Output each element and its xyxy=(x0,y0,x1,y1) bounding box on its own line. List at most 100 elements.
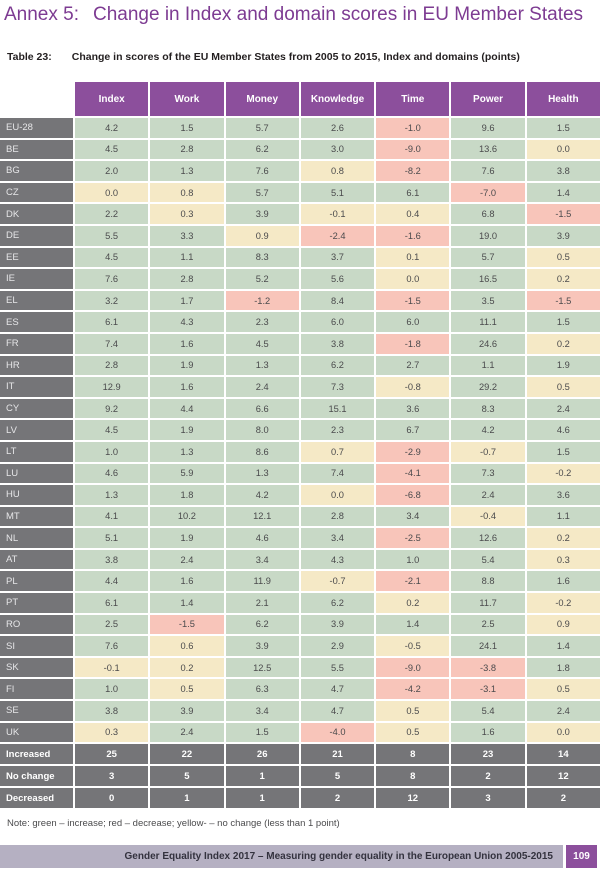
row-label: AT xyxy=(0,549,73,570)
score-cell: 0.7 xyxy=(300,441,375,462)
score-cell: 3.9 xyxy=(150,701,224,721)
score-cell: 0.0 xyxy=(376,269,450,289)
score-cell: 1.8 xyxy=(150,485,224,505)
score-cell: -4.2 xyxy=(376,679,450,700)
score-cell: 11.9 xyxy=(225,571,299,592)
row-label: IT xyxy=(0,377,73,397)
score-cell: 8.8 xyxy=(451,571,525,592)
score-cell: 2.4 xyxy=(150,549,224,570)
score-cell: 2.4 xyxy=(225,377,299,397)
summary-cell: 1 xyxy=(150,788,224,809)
score-cell: 0.1 xyxy=(376,247,450,268)
score-cell: 3.3 xyxy=(150,225,224,246)
score-cell: 4.1 xyxy=(75,506,149,527)
row-label: UK xyxy=(0,722,73,743)
score-cell: 1.3 xyxy=(225,355,299,376)
column-header: Knowledge xyxy=(300,82,375,116)
score-cell: 2.1 xyxy=(225,593,299,613)
score-cell: 0.0 xyxy=(526,139,600,160)
score-cell: 7.4 xyxy=(300,463,375,484)
score-cell: 8.3 xyxy=(451,398,525,419)
score-cell: 4.5 xyxy=(225,333,299,354)
score-cell: 6.8 xyxy=(451,204,525,224)
summary-cell: 1 xyxy=(225,766,299,787)
score-cell: 0.5 xyxy=(150,679,224,700)
score-cell: 5.1 xyxy=(300,182,375,203)
score-cell: 0.2 xyxy=(526,333,600,354)
score-cell: -3.1 xyxy=(451,679,525,700)
score-cell: 2.8 xyxy=(150,269,224,289)
score-cell: 2.6 xyxy=(300,118,375,138)
score-cell: 6.2 xyxy=(300,355,375,376)
footer-text: Gender Equality Index 2017 – Measuring g… xyxy=(124,851,553,862)
row-label: NL xyxy=(0,528,73,548)
score-cell: -4.1 xyxy=(376,463,450,484)
score-cell: 6.1 xyxy=(75,312,149,332)
score-table: Index Work Money Knowledge Time Power Health EU… xyxy=(0,82,600,809)
row-label: FI xyxy=(0,679,73,700)
score-cell: 8.4 xyxy=(300,290,375,311)
score-cell: 1.3 xyxy=(150,161,224,181)
score-cell: 8.0 xyxy=(225,420,299,440)
score-cell: 0.2 xyxy=(150,657,224,678)
score-cell: 2.0 xyxy=(75,161,149,181)
score-cell: 1.5 xyxy=(225,722,299,743)
score-cell: 0.6 xyxy=(150,636,224,656)
score-cell: 1.3 xyxy=(150,441,224,462)
score-cell: 1.5 xyxy=(150,118,224,138)
score-cell: 2.4 xyxy=(526,701,600,721)
summary-cell: 22 xyxy=(150,744,224,765)
score-cell: -9.0 xyxy=(376,657,450,678)
score-cell: 3.4 xyxy=(300,528,375,548)
row-label: LU xyxy=(0,463,73,484)
score-cell: -1.8 xyxy=(376,333,450,354)
score-cell: 0.5 xyxy=(376,701,450,721)
score-cell: 2.3 xyxy=(225,312,299,332)
row-label: HU xyxy=(0,485,73,505)
score-cell: 5.9 xyxy=(150,463,224,484)
score-cell: 3.9 xyxy=(225,636,299,656)
row-label: DE xyxy=(0,225,73,246)
score-cell: 0.3 xyxy=(75,722,149,743)
score-cell: 3.7 xyxy=(300,247,375,268)
score-cell: 12.1 xyxy=(225,506,299,527)
score-cell: 24.6 xyxy=(451,333,525,354)
score-cell: -4.0 xyxy=(300,722,375,743)
score-cell: 9.6 xyxy=(451,118,525,138)
table-caption-label: Table 23: xyxy=(7,51,52,63)
score-cell: 12.5 xyxy=(225,657,299,678)
score-cell: 12.9 xyxy=(75,377,149,397)
score-cell: 1.4 xyxy=(150,593,224,613)
summary-cell: 3 xyxy=(451,788,525,809)
score-cell: -2.9 xyxy=(376,441,450,462)
row-label: SI xyxy=(0,636,73,656)
score-cell: 0.3 xyxy=(526,549,600,570)
score-cell: -0.2 xyxy=(526,463,600,484)
score-cell: -0.8 xyxy=(376,377,450,397)
score-cell: 15.1 xyxy=(300,398,375,419)
score-cell: 2.8 xyxy=(150,139,224,160)
score-cell: 19.0 xyxy=(451,225,525,246)
score-cell: 6.0 xyxy=(376,312,450,332)
score-cell: 0.0 xyxy=(75,182,149,203)
score-cell: 5.5 xyxy=(75,225,149,246)
summary-cell: 25 xyxy=(75,744,149,765)
score-cell: 5.7 xyxy=(225,182,299,203)
score-cell: 4.4 xyxy=(75,571,149,592)
summary-cell: 21 xyxy=(300,744,375,765)
score-cell: -0.7 xyxy=(451,441,525,462)
score-cell: 1.4 xyxy=(376,614,450,635)
score-cell: 1.7 xyxy=(150,290,224,311)
score-cell: 4.3 xyxy=(150,312,224,332)
row-label: EL xyxy=(0,290,73,311)
score-cell: 2.8 xyxy=(75,355,149,376)
score-cell: 5.2 xyxy=(225,269,299,289)
score-cell: -1.5 xyxy=(150,614,224,635)
score-cell: 4.6 xyxy=(75,463,149,484)
score-cell: 1.9 xyxy=(150,355,224,376)
score-cell: 1.0 xyxy=(75,441,149,462)
score-cell: 0.8 xyxy=(300,161,375,181)
score-cell: 8.3 xyxy=(225,247,299,268)
score-cell: 5.5 xyxy=(300,657,375,678)
